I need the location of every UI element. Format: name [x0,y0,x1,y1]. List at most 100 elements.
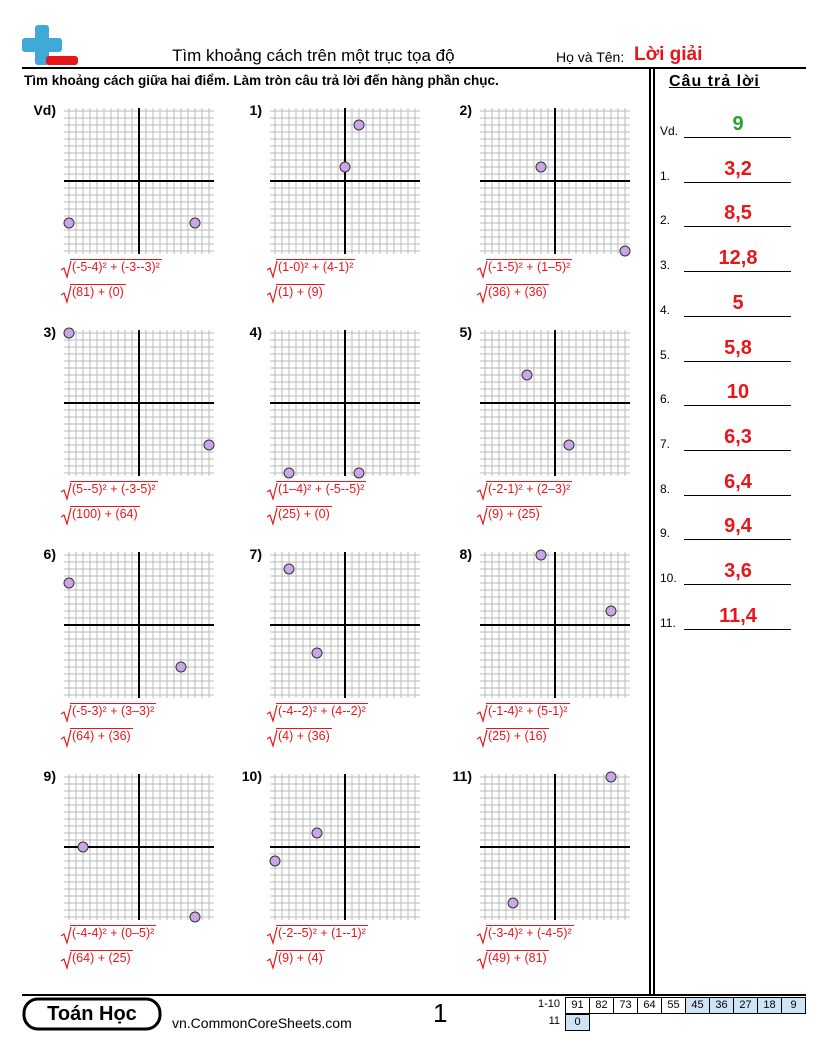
problem-label: 5) [459,324,472,340]
formula: (64) + (36) [70,728,133,743]
radical [476,507,488,527]
formula: (100) + (64) [70,506,140,521]
formula: (-4--2)² + (4--2)² [276,703,368,718]
answer-label: 1. [660,168,671,183]
answer-label: 9. [660,526,671,541]
radical [60,951,72,971]
url: vn.CommonCoreSheets.com [172,1015,352,1031]
point [283,563,295,575]
formula-text: (1) + (9) [276,284,325,299]
formula: (1–4)² + (-5--5)² [276,481,367,496]
logo-plus-h [22,38,62,52]
formula-text: (25) + (16) [486,728,549,743]
answer-label: 2. [660,213,671,228]
point [535,549,547,561]
radical [476,704,488,724]
problem-label: 10) [241,768,262,784]
point [619,245,631,257]
score-cell: 82 [589,997,614,1014]
score-cell: 36 [709,997,734,1014]
logo-minus [46,56,78,65]
radical [476,951,488,971]
point [203,439,215,451]
formula-text: (-2-1)² + (2–3)² [486,481,573,496]
point [311,827,323,839]
answer-value: 5,8 [724,336,752,359]
formula: (1-0)² + (4-1)² [276,259,356,274]
point [269,855,281,867]
formula: (-5-3)² + (3–3)² [70,703,157,718]
formula: (-1-4)² + (5-1)² [486,703,570,718]
formula-text: (-1-5)² + (1–5)² [486,259,573,274]
point [175,661,187,673]
problem-label: 4) [249,324,262,340]
formula-text: (5--5)² + (-3-5)² [70,481,158,496]
answer-label: 7. [660,436,671,451]
brand: Toán Học [47,1003,137,1025]
formula-text: (-4-4)² + (0–5)² [70,925,157,940]
score-cell: 91 [565,997,590,1014]
point [353,467,365,479]
brand-box [22,997,162,1031]
formula-text: (81) + (0) [70,284,126,299]
point [63,577,75,589]
problem-label: 2) [459,102,472,118]
formula-text: (4) + (36) [276,728,332,743]
formula: (-1-5)² + (1–5)² [486,259,573,274]
answer-value: 6,4 [724,470,752,493]
answer-line [684,360,791,362]
formula-text: (1–4)² + (-5--5)² [276,481,367,496]
radical [266,285,278,305]
answer-line [684,405,791,407]
point [353,119,365,131]
formula-text: (9) + (25) [486,506,542,521]
point [605,771,617,783]
answer-line [684,449,791,451]
radical [266,260,278,280]
problem-label: 11) [452,768,472,784]
score-cell: 55 [661,997,686,1014]
answer-value: 6,3 [724,425,752,448]
radical [476,285,488,305]
score-cell: 18 [757,997,782,1014]
score-cell: 64 [637,997,662,1014]
answer-line [684,539,791,541]
answer-value: 5 [732,291,744,314]
formula-text: (-3-4)² + (-4-5)² [486,925,574,940]
answer-line [684,584,791,585]
answer-value: 3,6 [724,560,752,582]
formula-text: (9) + (4) [276,950,325,965]
problem-label: Vd) [33,102,56,118]
formula: (4) + (36) [276,728,332,743]
answer-label: 8. [660,481,671,496]
problem-label: 9) [43,768,56,784]
name-label: Họ và Tên: [556,49,625,65]
answer-header: Câu trả lời [669,73,760,90]
formula: (5--5)² + (-3-5)² [70,481,158,496]
answer-line [684,494,791,496]
formula-text: (64) + (36) [70,728,133,743]
formula-text: (-5-4)² + (-3--3)² [70,259,162,274]
point [339,161,351,173]
answer-value: 11,4 [719,604,757,627]
name-value: Lời giải [634,44,703,65]
radical [60,285,72,305]
answer-label: 11. [660,615,676,630]
score-cell: 9 [781,997,806,1014]
radical [266,482,278,502]
formula: (-2--5)² + (1--1)² [276,925,368,940]
formula-text: (-2--5)² + (1--1)² [276,925,368,940]
problem-label: 6) [43,546,56,562]
radical [476,482,488,502]
answer-label: 4. [660,302,671,317]
formula: (9) + (4) [276,950,325,965]
score-cell: 0 [565,1014,590,1031]
formula-text: (64) + (25) [70,950,133,965]
score-label: 11 [548,1015,560,1027]
answer-value: 9,4 [724,515,752,538]
answer-value: 9 [732,113,744,135]
formula: (25) + (16) [486,728,549,743]
page-number: 1 [433,998,448,1028]
radical [266,926,278,946]
